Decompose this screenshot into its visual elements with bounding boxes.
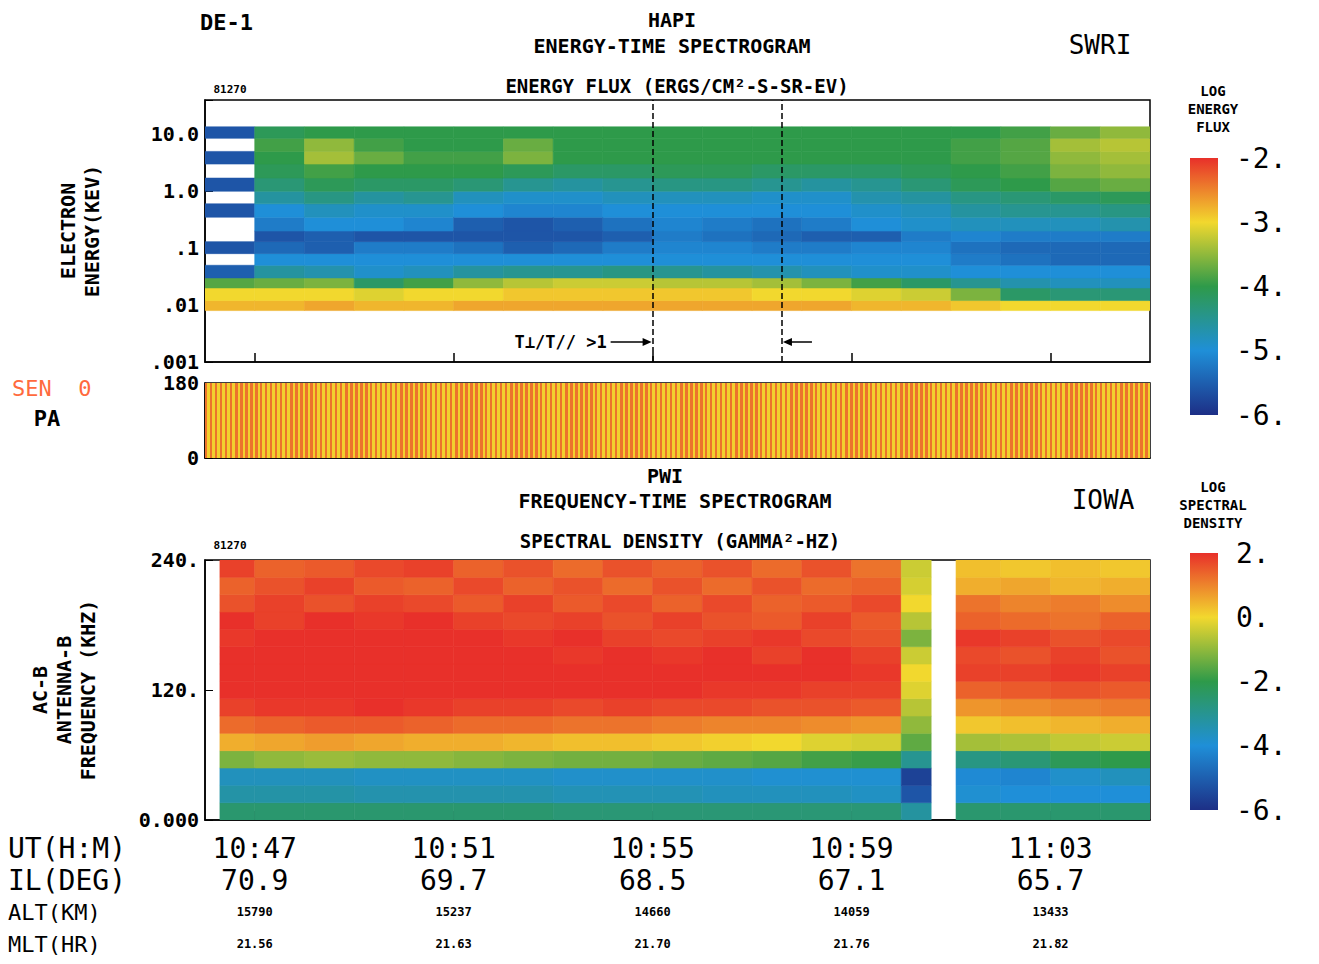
svg-text:.01: .01 — [163, 293, 199, 317]
svg-text:ANTENNA-B: ANTENNA-B — [52, 636, 76, 744]
svg-text:IOWA: IOWA — [1072, 485, 1135, 515]
svg-text:SWRI: SWRI — [1069, 30, 1132, 60]
svg-text:-6.: -6. — [1236, 399, 1287, 432]
svg-text:.001: .001 — [150, 350, 199, 374]
svg-text:-4.: -4. — [1236, 729, 1287, 762]
svg-text:240.: 240. — [151, 548, 199, 572]
svg-text:PA: PA — [34, 406, 61, 431]
svg-text:-2.: -2. — [1236, 142, 1287, 175]
svg-text:21.63: 21.63 — [436, 937, 472, 951]
svg-text:69.7: 69.7 — [420, 864, 487, 897]
svg-text:21.56: 21.56 — [237, 937, 273, 951]
svg-text:ENERGY-TIME SPECTROGRAM: ENERGY-TIME SPECTROGRAM — [534, 34, 811, 58]
svg-text:10:51: 10:51 — [412, 832, 496, 865]
svg-text:0.000: 0.000 — [139, 808, 199, 832]
svg-text:-5.: -5. — [1236, 334, 1287, 367]
svg-text:81270: 81270 — [213, 539, 246, 552]
svg-text:SEN 0: SEN 0 — [12, 376, 91, 401]
svg-text:65.7: 65.7 — [1017, 864, 1084, 897]
svg-text:-6.: -6. — [1236, 794, 1287, 827]
svg-text:.1: .1 — [175, 236, 199, 260]
svg-text:120.: 120. — [151, 678, 199, 702]
svg-text:11:03: 11:03 — [1008, 832, 1092, 865]
svg-text:10:47: 10:47 — [213, 832, 297, 865]
svg-text:PWI: PWI — [647, 464, 683, 488]
svg-text:21.82: 21.82 — [1032, 937, 1068, 951]
svg-text:-2.: -2. — [1236, 665, 1287, 698]
svg-text:IL(DEG): IL(DEG) — [8, 864, 126, 897]
svg-text:ALT(KM): ALT(KM) — [8, 900, 101, 925]
svg-text:1.0: 1.0 — [163, 179, 199, 203]
svg-text:68.5: 68.5 — [619, 864, 686, 897]
svg-text:-3.: -3. — [1236, 206, 1287, 239]
svg-text:FREQUENCY-TIME SPECTROGRAM: FREQUENCY-TIME SPECTROGRAM — [518, 489, 831, 513]
svg-text:15237: 15237 — [436, 905, 472, 919]
svg-text:SPECTRAL DENSITY (GAMMA²-HZ): SPECTRAL DENSITY (GAMMA²-HZ) — [520, 530, 840, 552]
svg-text:70.9: 70.9 — [221, 864, 288, 897]
svg-text:DENSITY: DENSITY — [1183, 515, 1243, 531]
svg-text:15790: 15790 — [237, 905, 273, 919]
svg-text:180: 180 — [163, 371, 199, 395]
svg-text:10.0: 10.0 — [151, 122, 199, 146]
svg-text:FREQUENCY (KHZ): FREQUENCY (KHZ) — [76, 600, 100, 781]
svg-text:AC-B: AC-B — [28, 666, 52, 714]
svg-text:14660: 14660 — [635, 905, 671, 919]
svg-text:LOG: LOG — [1200, 479, 1225, 495]
svg-text:FLUX: FLUX — [1196, 119, 1230, 135]
svg-text:ENERGY(KEV): ENERGY(KEV) — [80, 165, 104, 297]
svg-text:ENERGY FLUX (ERGS/CM²-S-SR-EV): ENERGY FLUX (ERGS/CM²-S-SR-EV) — [505, 75, 848, 97]
svg-text:-4.: -4. — [1236, 270, 1287, 303]
svg-text:14059: 14059 — [834, 905, 870, 919]
svg-text:13433: 13433 — [1032, 905, 1068, 919]
svg-text:UT(H:M): UT(H:M) — [8, 832, 126, 865]
svg-text:ELECTRON: ELECTRON — [56, 183, 80, 279]
svg-text:10:55: 10:55 — [610, 832, 694, 865]
svg-text:DE-1: DE-1 — [200, 10, 253, 35]
svg-text:2.: 2. — [1236, 537, 1270, 570]
svg-text:21.76: 21.76 — [834, 937, 870, 951]
svg-text:ENERGY: ENERGY — [1188, 101, 1239, 117]
svg-text:81270: 81270 — [213, 83, 246, 96]
svg-text:0.: 0. — [1236, 601, 1270, 634]
svg-text:0: 0 — [187, 446, 199, 470]
svg-text:10:59: 10:59 — [809, 832, 893, 865]
svg-text:MLT(HR): MLT(HR) — [8, 932, 101, 957]
svg-text:67.1: 67.1 — [818, 864, 885, 897]
svg-text:LOG: LOG — [1200, 83, 1225, 99]
svg-text:21.70: 21.70 — [635, 937, 671, 951]
svg-text:SPECTRAL: SPECTRAL — [1179, 497, 1246, 513]
svg-text:T⊥/T// >1: T⊥/T// >1 — [515, 332, 607, 352]
svg-text:HAPI: HAPI — [648, 8, 696, 32]
